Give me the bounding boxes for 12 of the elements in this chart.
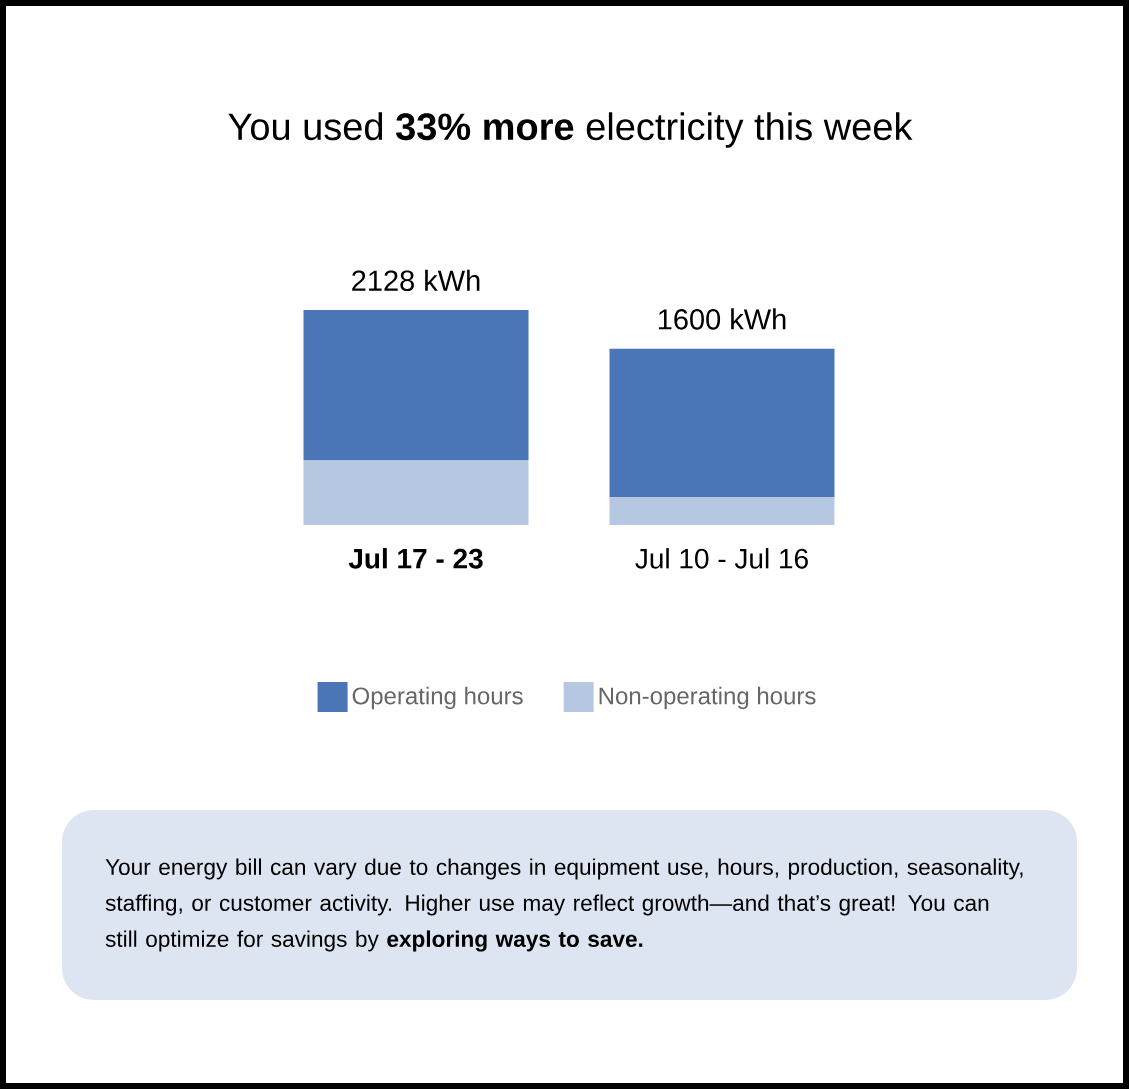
legend-label: Non-operating hours	[599, 686, 816, 710]
x-tick-label: Jul 17 - 23	[348, 548, 483, 569]
annotation: 2128 kWh	[352, 269, 480, 291]
bar	[303, 310, 529, 461]
text: Your energy bill can vary due to changes in equipment use, hours, production, seasonality, staffing, or customer activity. Higher use may reflect growth—and that’s great! You can still optimize for savings by exploring ways to save.	[105, 858, 1023, 952]
chart-title: You used 33% more electricity this week	[228, 112, 913, 148]
x-tick-label: Jul 10 - Jul 16	[635, 548, 808, 569]
bar	[609, 497, 835, 525]
bar	[303, 460, 529, 525]
bar	[609, 348, 835, 498]
legend-label: Operating hours	[352, 686, 523, 710]
annotation: 1600 kWh	[658, 308, 786, 330]
